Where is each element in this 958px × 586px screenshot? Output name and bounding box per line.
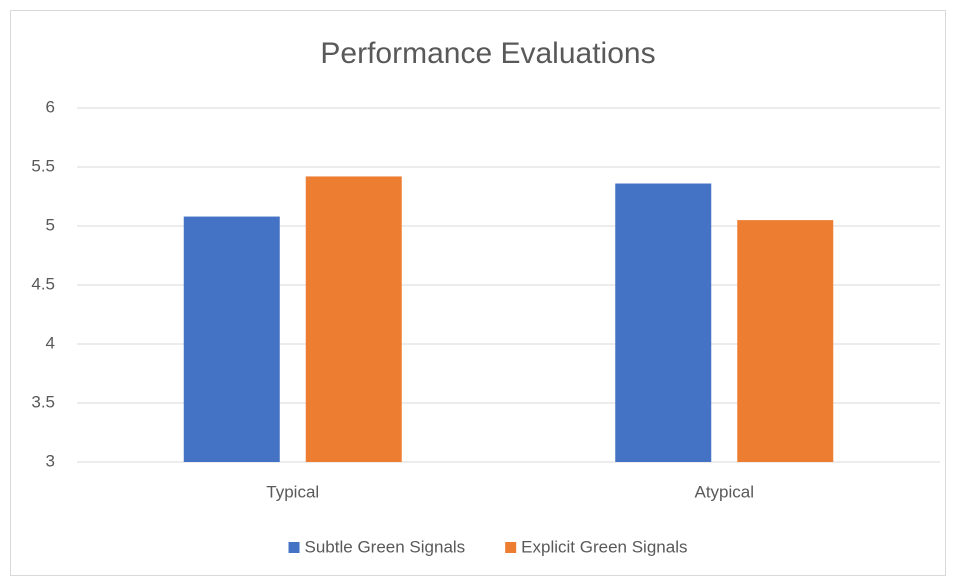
legend-label: Subtle Green Signals xyxy=(305,537,466,556)
bar xyxy=(737,220,834,462)
y-tick-label: 4 xyxy=(46,333,55,352)
y-tick-label: 3 xyxy=(46,451,55,470)
y-tick-label: 5.5 xyxy=(31,156,55,175)
legend-swatch xyxy=(505,542,517,553)
bar xyxy=(615,183,712,462)
x-tick-label: Typical xyxy=(266,482,319,501)
legend-label: Explicit Green Signals xyxy=(521,537,687,556)
bar xyxy=(305,176,402,462)
y-tick-label: 6 xyxy=(46,97,55,116)
legend-swatch xyxy=(288,542,300,553)
y-tick-label: 5 xyxy=(46,215,55,234)
bar xyxy=(183,216,280,462)
y-tick-label: 3.5 xyxy=(31,392,55,411)
x-tick-label: Atypical xyxy=(694,482,754,501)
y-tick-label: 4.5 xyxy=(31,274,55,293)
chart-title: Performance Evaluations xyxy=(320,37,655,70)
